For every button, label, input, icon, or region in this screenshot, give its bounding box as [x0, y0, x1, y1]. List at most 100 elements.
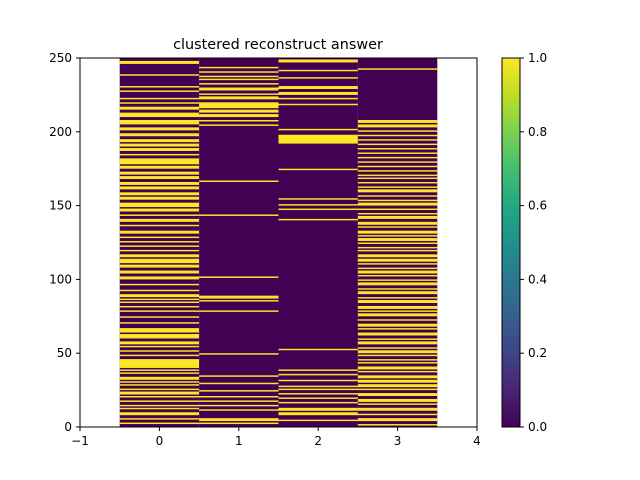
heatmap-cell [119, 254, 200, 258]
heatmap-cell [119, 264, 200, 268]
heatmap-cell [357, 398, 438, 402]
colorbar-tick-label: 1.0 [528, 51, 547, 65]
heatmap-cell [357, 418, 438, 422]
heatmap-cell [357, 291, 438, 295]
heatmap-cell [119, 218, 200, 222]
heatmap-cell [357, 254, 438, 258]
heatmap-cell [199, 109, 279, 113]
heatmap-cell [119, 192, 200, 196]
y-tick-label: 50 [57, 346, 72, 360]
heatmap-cell [119, 181, 200, 185]
heatmap-cell [357, 119, 438, 123]
heatmap-cell [119, 186, 200, 190]
heatmap-cell [119, 230, 200, 234]
heatmap-cell [357, 384, 438, 388]
heatmap-cell [357, 274, 438, 277]
heatmap-cell [357, 130, 438, 132]
heatmap-cell [278, 373, 358, 376]
heatmap-cell [357, 282, 438, 286]
heatmap-cell [199, 404, 279, 407]
heatmap-cell [357, 347, 438, 349]
heatmap-cell [199, 83, 279, 85]
heatmap-cell [357, 350, 438, 354]
heatmap-cell [357, 354, 438, 357]
heatmap-cell [357, 305, 438, 309]
heatmap-cell [119, 90, 200, 92]
heatmap-cell [199, 400, 279, 402]
heatmap-cell [199, 422, 279, 425]
heatmap-cell [119, 384, 200, 386]
heatmap-cell [119, 249, 200, 252]
heatmap-cell [357, 242, 438, 244]
heatmap-cell [199, 114, 279, 118]
heatmap-cell [119, 381, 200, 383]
heatmap-cell [119, 176, 200, 180]
heatmap-cell [357, 279, 438, 281]
heatmap-cell [357, 375, 438, 379]
heatmap-column-2 [278, 58, 358, 427]
heatmap-cell [119, 369, 200, 371]
heatmap-cell [357, 338, 438, 340]
heatmap-cell [119, 422, 200, 425]
heatmap-cell [119, 354, 200, 357]
heatmap-cell [278, 97, 358, 100]
heatmap-cell [199, 180, 279, 182]
heatmap-cell [357, 208, 438, 211]
heatmap-cell [119, 407, 200, 410]
heatmap-cell [119, 298, 200, 301]
heatmap-cell [278, 385, 358, 388]
y-tick-label: 250 [49, 51, 72, 65]
heatmap-cell [199, 102, 279, 109]
heatmap-cell [357, 212, 438, 215]
x-tick-label: 4 [473, 434, 481, 448]
heatmap-cell [199, 66, 279, 69]
heatmap-cell [199, 396, 279, 398]
heatmap-cell [119, 305, 200, 308]
heatmap-cell [357, 202, 438, 206]
heatmap-cell [357, 393, 438, 397]
y-tick-label: 100 [49, 272, 72, 286]
colorbar [501, 57, 521, 428]
heatmap-cell [119, 158, 200, 165]
colorbar-axis: 0.0 0.2 0.4 0.6 0.8 1.0 [520, 51, 547, 434]
heatmap-cell [119, 60, 200, 64]
heatmap-cell [278, 419, 358, 422]
heatmap-cell [119, 334, 200, 339]
heatmap-cell [119, 196, 200, 200]
heatmap-cell [119, 345, 200, 348]
heatmap-cell [119, 86, 200, 88]
heatmap-cell [199, 71, 279, 73]
heatmap-cell [278, 401, 358, 404]
heatmap-cell [357, 181, 438, 184]
heatmap-cell [278, 168, 358, 171]
heatmap-cell [357, 246, 438, 249]
heatmap-cell [278, 412, 358, 416]
heatmap-cell [357, 238, 438, 242]
heatmap-cell [357, 177, 438, 180]
chart-title: clustered reconstruct answer [173, 37, 383, 53]
heatmap-cell [357, 388, 438, 391]
y-axis: 0 50 100 150 200 250 [49, 51, 80, 434]
heatmap-cell [119, 171, 200, 175]
heatmap-cell [357, 407, 438, 411]
heatmap-cell [119, 412, 200, 416]
heatmap-cell [357, 319, 438, 321]
x-tick-label: 2 [314, 434, 322, 448]
heatmap-cell [199, 276, 279, 278]
heatmap-cell [357, 189, 438, 193]
heatmap-cell [357, 221, 438, 225]
heatmap-cell [119, 112, 200, 118]
y-tick-label: 150 [49, 199, 72, 213]
heatmap-cell [119, 258, 200, 264]
heatmap-cell [357, 235, 438, 237]
heatmap-cell [357, 332, 438, 336]
heatmap-cell [119, 294, 200, 298]
heatmap-cell [199, 375, 279, 377]
heatmap-cell [357, 424, 438, 426]
heatmap-cell [199, 214, 279, 216]
heatmap-cell [199, 124, 279, 126]
heatmap-cell [119, 391, 200, 395]
heatmap-cell [199, 96, 279, 100]
heatmap-cell [119, 310, 200, 312]
